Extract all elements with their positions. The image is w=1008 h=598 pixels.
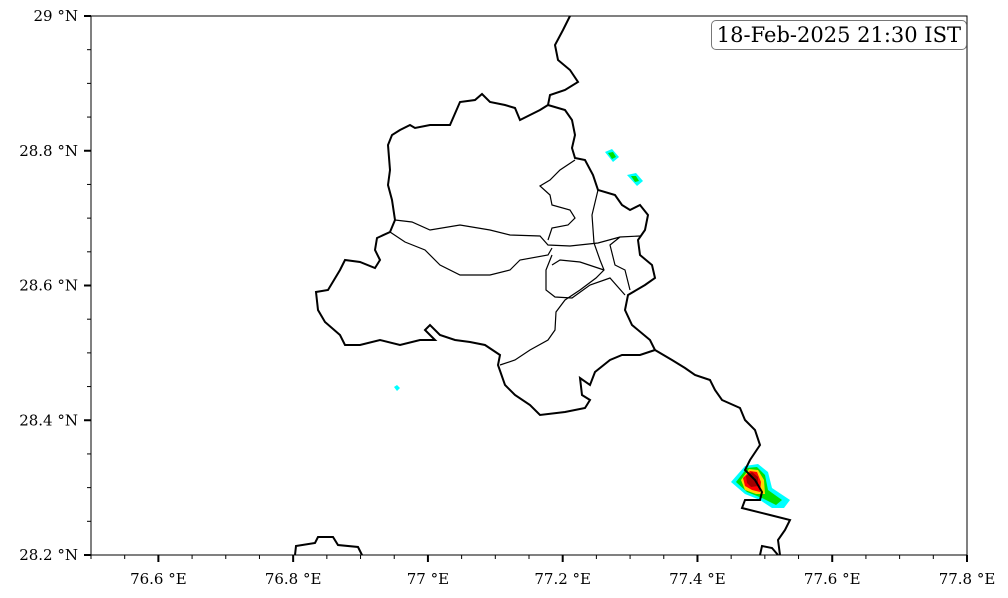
- river-boundary: [654, 349, 792, 556]
- boundaries: [294, 15, 792, 556]
- x-tick-label: 77.4 °E: [669, 570, 726, 588]
- x-tick-label: 76.6 °E: [130, 570, 187, 588]
- plot-frame: [90, 15, 968, 556]
- timestamp-label: 18-Feb-2025 21:30 IST: [710, 20, 967, 50]
- y-tick-label: 28.2 °N: [19, 546, 78, 564]
- x-tick-label: 76.8 °E: [265, 570, 322, 588]
- y-tick-label: 29 °N: [34, 7, 78, 25]
- y-tick-label: 28.4 °N: [19, 411, 78, 429]
- x-tick-label: 77.8 °E: [939, 570, 996, 588]
- district-lines: [389, 159, 641, 366]
- y-tick-label: 28.8 °N: [19, 142, 78, 160]
- contour-patch-north-2: [627, 173, 643, 186]
- boundary-fragment-southwest: [294, 536, 363, 556]
- contour-patch-north-1: [605, 149, 619, 162]
- contour-patch-west: [394, 385, 400, 391]
- axis-ticks: [84, 15, 968, 562]
- boundary-fragment-south: [759, 544, 779, 556]
- delhi-outer-boundary: [314, 15, 657, 417]
- contour-storm-cell: [731, 464, 790, 508]
- rainfall-contours: [394, 149, 790, 508]
- x-tick-label: 77.2 °E: [534, 570, 591, 588]
- x-tick-label: 77.6 °E: [804, 570, 861, 588]
- tick-labels: 76.6 °E 76.8 °E 77 °E 77.2 °E 77.4 °E 77.6 °E…: [19, 7, 995, 588]
- x-tick-label: 77 °E: [407, 570, 449, 588]
- y-tick-label: 28.6 °N: [19, 277, 78, 295]
